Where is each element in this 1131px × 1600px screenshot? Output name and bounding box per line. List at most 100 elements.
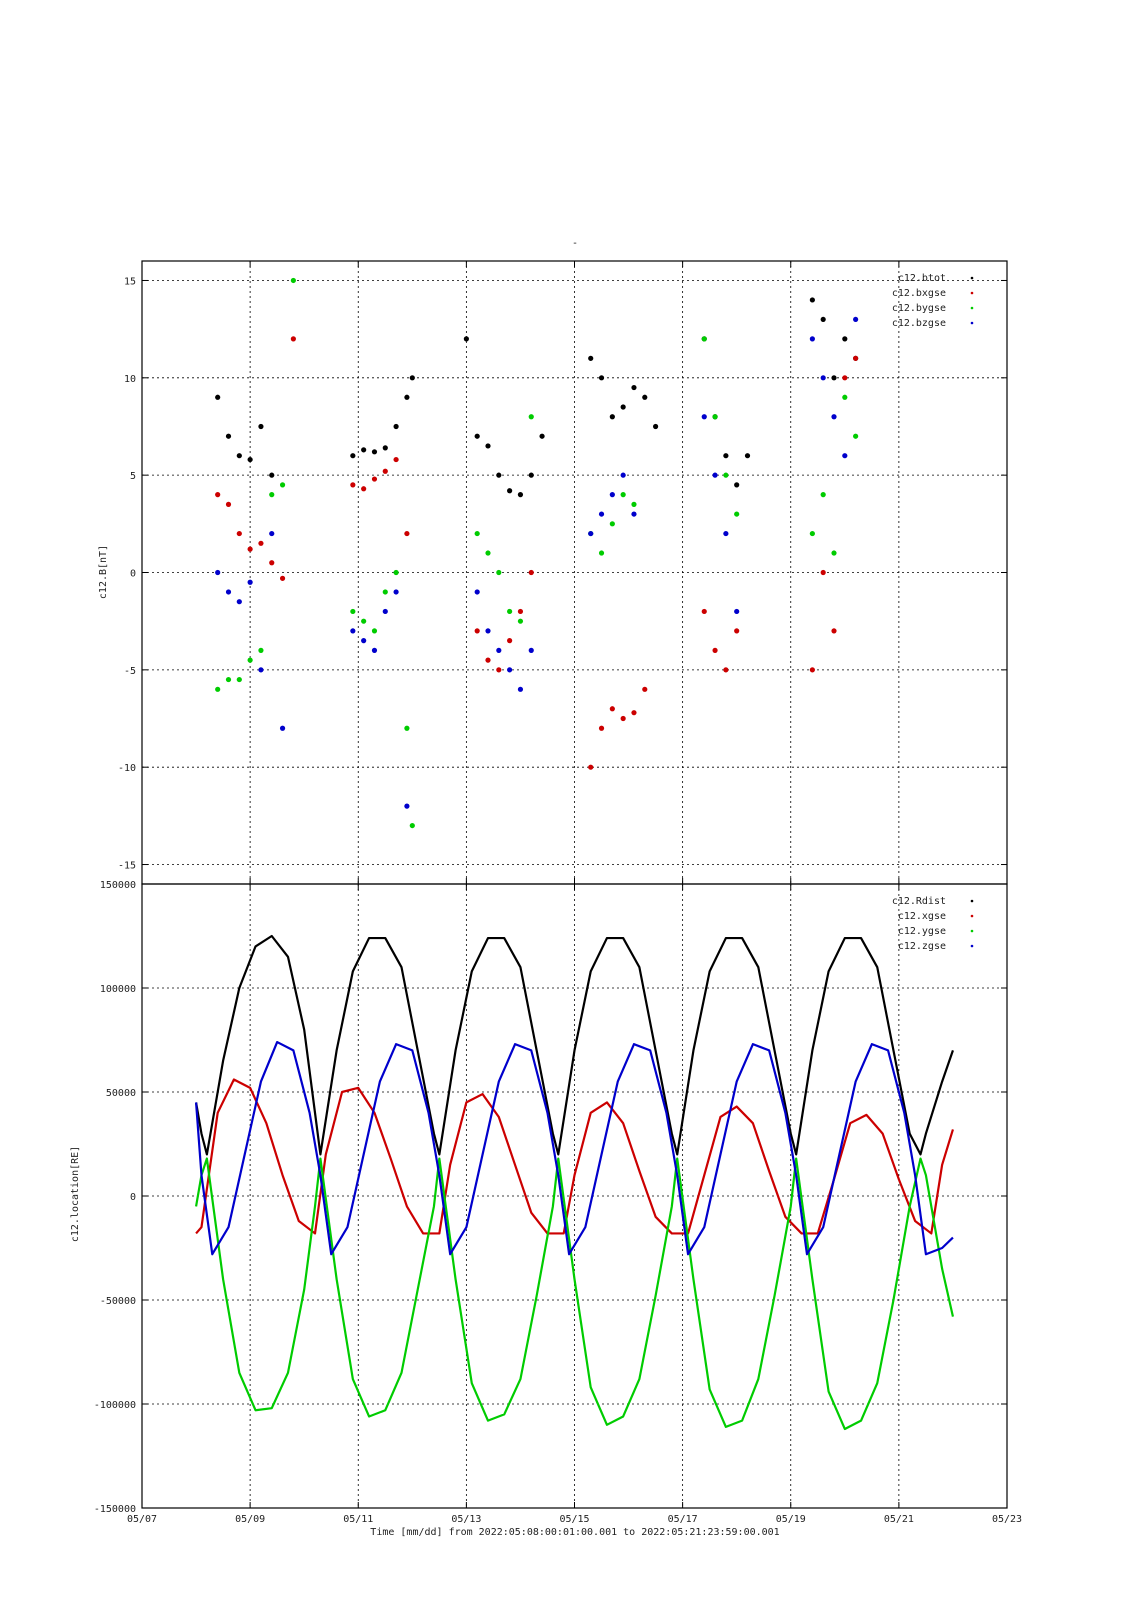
x-tick-label: 05/23 (992, 1514, 1022, 1525)
data-point-c12-bxgse (831, 628, 837, 634)
x-tick-label: 05/17 (668, 1514, 698, 1525)
data-point-c12-bxgse (350, 482, 356, 488)
data-point-c12-btot (409, 375, 415, 381)
data-point-c12-btot (404, 394, 410, 400)
data-point-c12-bxgse (723, 667, 729, 673)
data-point-c12-bxgse (361, 486, 367, 492)
data-point-c12-btot (496, 472, 502, 478)
data-point-c12-bxgse (225, 501, 232, 507)
data-point-c12-bygse (409, 822, 415, 829)
data-point-c12-bygse (609, 521, 615, 527)
data-point-c12-btot (258, 423, 264, 430)
data-point-c12-bygse (507, 608, 513, 615)
data-point-c12-btot (507, 488, 513, 494)
data-point-c12-btot (642, 394, 648, 400)
data-point-c12-bxgse (404, 530, 410, 537)
data-point-c12-bxgse (734, 628, 740, 634)
data-point-c12-bxgse (642, 686, 648, 692)
y-tick-label: 0 (130, 569, 136, 580)
data-point-c12-bzgse (620, 472, 626, 478)
data-point-c12-bzgse (269, 530, 275, 537)
data-point-c12-bygse (496, 569, 502, 576)
legend-entry-marker (970, 276, 974, 280)
data-point-c12-btot (269, 472, 275, 478)
data-point-c12-btot (215, 394, 221, 400)
data-point-c12-bygse (371, 628, 378, 634)
data-point-c12-bzgse (598, 511, 605, 517)
data-point-c12-bygse (831, 550, 837, 556)
data-point-c12-btot (393, 423, 399, 430)
legend-entry-marker (970, 899, 974, 903)
data-point-c12-bxgse (279, 575, 286, 581)
data-point-c12-bygse (820, 492, 826, 498)
data-point-c12-bxgse (371, 476, 378, 482)
data-point-c12-bzgse (247, 579, 253, 585)
legend-entry-label: c12.bxgse (892, 288, 946, 299)
data-point-c12-bxgse (382, 468, 388, 474)
magnetic-field-legend: c12.btot c12.bxgse c12.bygse c12.bzgse (892, 273, 974, 329)
data-point-c12-bxgse (809, 667, 815, 673)
location-grid (142, 883, 1007, 1509)
data-point-c12-btot (609, 414, 615, 420)
data-point-c12-btot (831, 375, 837, 381)
data-point-c12-bxgse (598, 725, 605, 731)
data-point-c12-btot (620, 404, 626, 410)
data-point-c12-btot (598, 375, 605, 381)
data-point-c12-btot (463, 336, 469, 342)
data-point-c12-btot (723, 453, 729, 459)
data-point-c12-btot (247, 456, 253, 463)
legend-entry-label: c12.ygse (898, 926, 946, 937)
data-point-c12-bzgse (382, 608, 388, 615)
data-point-c12-bygse (404, 725, 410, 731)
data-point-c12-bxgse (712, 647, 718, 653)
data-point-c12-bygse (247, 657, 253, 663)
location-legend: c12.Rdist c12.xgse c12.ygse c12.zgse (892, 896, 974, 952)
legend-entry-label: c12.bzgse (892, 318, 946, 329)
top-mark: - (572, 238, 578, 249)
series-line-c12-ygse (194, 1157, 955, 1431)
data-point-c12-bzgse (517, 686, 524, 692)
data-point-c12-bygse (290, 277, 296, 284)
data-point-c12-bygse (474, 530, 480, 537)
data-point-c12-bzgse (609, 492, 615, 498)
legend-entry-label: c12.btot (898, 273, 946, 284)
data-point-c12-bzgse (631, 511, 637, 517)
data-point-c12-bygse (393, 569, 399, 576)
data-point-c12-bxgse (269, 560, 275, 566)
legend-entry-marker (970, 944, 974, 948)
magnetic-field-grid (142, 261, 1007, 884)
data-point-c12-bxgse (842, 375, 848, 381)
data-point-c12-bxgse (290, 336, 296, 342)
data-point-c12-bzgse (701, 414, 707, 420)
legend-entry-label: c12.Rdist (892, 896, 946, 907)
data-point-c12-bygse (269, 492, 275, 498)
y-tick-label: -100000 (94, 1400, 136, 1411)
data-point-c12-btot (371, 449, 378, 455)
data-point-c12-bxgse (247, 546, 253, 552)
x-tick-label: 05/07 (127, 1514, 157, 1525)
data-point-c12-bzgse (496, 647, 502, 653)
data-point-c12-bygse (734, 511, 740, 517)
legend-entry-label: c12.zgse (898, 941, 946, 952)
location-frame (141, 883, 1008, 1509)
location-x-ticks: 05/07 05/09 05/11 05/13 05/15 05/17 05/19 05/21… (127, 1514, 1022, 1525)
data-point-c12-bzgse (404, 803, 410, 809)
data-point-c12-btot (236, 453, 242, 459)
data-point-c12-btot (820, 316, 826, 323)
x-tick-label: 05/13 (451, 1514, 481, 1525)
data-point-c12-bzgse (279, 725, 286, 731)
data-point-c12-bxgse (236, 530, 242, 537)
data-point-c12-bzgse (842, 453, 848, 459)
data-point-c12-bxgse (853, 355, 859, 361)
y-tick-label: -150000 (94, 1504, 136, 1515)
data-point-c12-btot (528, 472, 534, 478)
data-point-c12-bzgse (474, 589, 480, 595)
y-tick-label: 50000 (106, 1088, 136, 1099)
magnetic-field-panel: 15 10 5 0 -5 -10 -15 c12.B[nT] c12.btot c12.bxg… (98, 260, 1008, 885)
legend-entry-label: c12.xgse (898, 911, 946, 922)
location-panel: 150000 100000 50000 0 -50000 -100000 -150000 0… (70, 880, 1022, 1525)
data-point-c12-bygse (517, 618, 524, 624)
data-point-c12-bzgse (734, 608, 740, 615)
data-point-c12-btot (382, 445, 388, 451)
